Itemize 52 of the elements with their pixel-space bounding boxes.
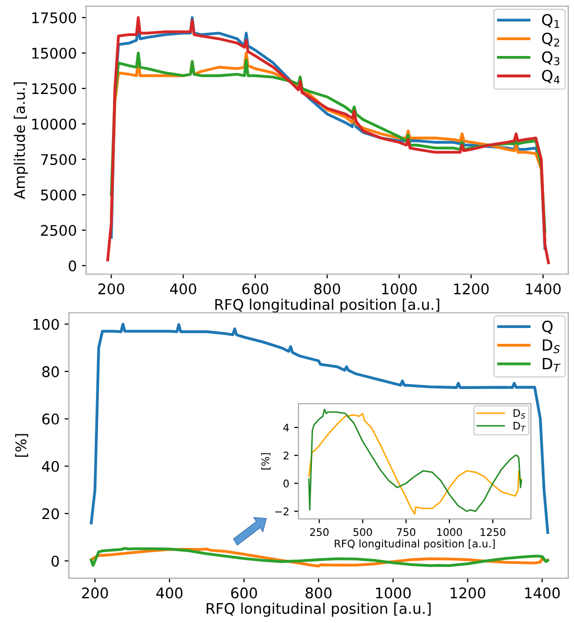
y-tick-label: 20 <box>42 508 59 520</box>
y-tick-label: 0 <box>68 260 76 272</box>
y-tick-label: 2500 <box>41 224 76 236</box>
x-tick-label: 800 <box>314 283 340 294</box>
y-tick-label: 40 <box>42 460 59 472</box>
x-tick-label: 200 <box>82 587 108 598</box>
x-tick-label: 1000 <box>382 283 417 294</box>
legend-label: Q$_{4}$ <box>542 70 560 84</box>
x-tick-label: 1400 <box>526 283 561 294</box>
y-tick-label: 5000 <box>41 189 76 200</box>
y-tick-label: 12500 <box>32 83 76 94</box>
x-tick-label: 400 <box>170 283 196 294</box>
y-tick-label: 10000 <box>32 118 76 130</box>
y-tick-label: 0 <box>52 556 59 567</box>
legend-label: D$_{T}$ <box>542 358 561 372</box>
y-axis-title: [%] <box>15 434 28 457</box>
x-axis-title: RFQ longitudinal position [a.u.] <box>215 298 440 313</box>
x-tick-label: 1000 <box>437 528 462 536</box>
x-tick-label: 250 <box>310 528 329 536</box>
legend-label: D$_{T}$ <box>514 422 526 432</box>
y-tick-label: 0 <box>284 480 289 488</box>
x-tick-label: 1400 <box>525 587 560 598</box>
legend-label: Q$_{2}$ <box>542 32 560 46</box>
y-tick-label: 15000 <box>32 48 76 59</box>
y-tick-label: 100 <box>34 318 59 330</box>
x-tick-label: 750 <box>396 528 416 536</box>
x-tick-label: 500 <box>354 528 372 536</box>
x-axis-title: RFQ longitudinal position [a.u.] <box>206 602 431 617</box>
x-tick-label: 400 <box>156 587 182 598</box>
x-tick-label: 600 <box>231 587 257 598</box>
legend-label: D$_{S}$ <box>514 409 526 419</box>
legend-label: Q$_{1}$ <box>542 14 560 28</box>
x-tick-label: 800 <box>306 587 332 598</box>
x-tick-label: 1000 <box>376 587 411 598</box>
y-tick-label: 7500 <box>41 154 76 166</box>
x-tick-label: 1250 <box>480 528 506 536</box>
x-axis-title: RFQ longitudinal position [a.u.] <box>334 539 495 550</box>
x-tick-label: 200 <box>98 283 124 294</box>
x-tick-label: 600 <box>242 283 268 294</box>
x-tick-label: 1200 <box>454 283 489 294</box>
y-axis-title: [%] <box>261 453 271 470</box>
y-axis-title: Amplitude [a.u.] <box>14 82 28 200</box>
y-tick-label: 17500 <box>32 12 76 24</box>
y-tick-label: −2 <box>275 508 288 516</box>
y-tick-label: 60 <box>42 414 59 425</box>
x-tick-label: 1200 <box>450 587 486 598</box>
legend-label: Q <box>542 320 553 334</box>
legend-label: D$_{S}$ <box>542 339 560 354</box>
y-tick-label: 4 <box>283 424 289 432</box>
legend-label: Q$_{3}$ <box>542 51 560 66</box>
y-tick-label: 2 <box>284 452 288 460</box>
y-tick-label: 80 <box>42 366 59 378</box>
